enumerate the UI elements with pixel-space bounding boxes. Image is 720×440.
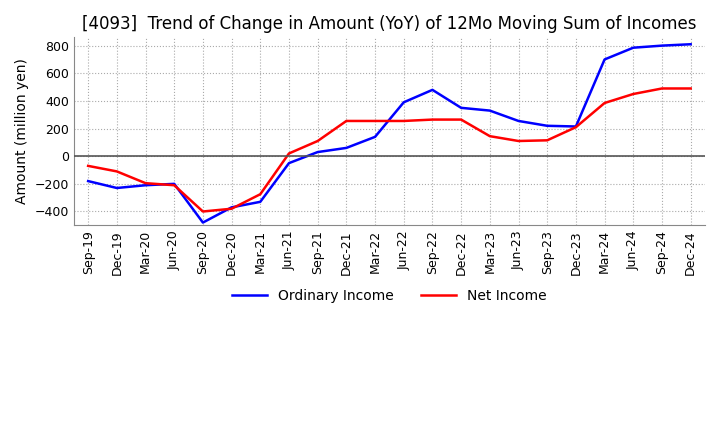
Net Income xyxy=(514,138,523,143)
Net Income xyxy=(371,118,379,124)
Ordinary Income xyxy=(686,42,695,47)
Ordinary Income xyxy=(428,87,437,92)
Ordinary Income xyxy=(228,205,236,210)
Ordinary Income xyxy=(112,185,121,191)
Net Income xyxy=(228,206,236,211)
Ordinary Income xyxy=(657,43,666,48)
Net Income xyxy=(199,209,207,214)
Ordinary Income xyxy=(600,57,609,62)
Ordinary Income xyxy=(342,145,351,150)
Ordinary Income xyxy=(456,105,465,110)
Ordinary Income xyxy=(514,118,523,124)
Net Income xyxy=(84,163,92,169)
Net Income xyxy=(170,183,179,188)
Net Income xyxy=(400,118,408,124)
Line: Net Income: Net Income xyxy=(88,88,690,212)
Legend: Ordinary Income, Net Income: Ordinary Income, Net Income xyxy=(226,283,552,308)
Ordinary Income xyxy=(141,183,150,188)
Net Income xyxy=(256,191,265,197)
Net Income xyxy=(456,117,465,122)
Ordinary Income xyxy=(313,150,322,155)
Net Income xyxy=(428,117,437,122)
Ordinary Income xyxy=(284,161,293,166)
Title: [4093]  Trend of Change in Amount (YoY) of 12Mo Moving Sum of Incomes: [4093] Trend of Change in Amount (YoY) o… xyxy=(82,15,697,33)
Net Income xyxy=(485,133,494,139)
Net Income xyxy=(657,86,666,91)
Net Income xyxy=(629,92,638,97)
Ordinary Income xyxy=(485,108,494,113)
Net Income xyxy=(572,125,580,130)
Y-axis label: Amount (million yen): Amount (million yen) xyxy=(15,59,29,204)
Ordinary Income xyxy=(84,179,92,184)
Ordinary Income xyxy=(170,181,179,187)
Ordinary Income xyxy=(371,134,379,139)
Net Income xyxy=(686,86,695,91)
Net Income xyxy=(284,151,293,156)
Ordinary Income xyxy=(543,123,552,128)
Net Income xyxy=(342,118,351,124)
Net Income xyxy=(141,180,150,186)
Ordinary Income xyxy=(400,99,408,105)
Ordinary Income xyxy=(572,124,580,129)
Line: Ordinary Income: Ordinary Income xyxy=(88,44,690,223)
Ordinary Income xyxy=(199,220,207,225)
Ordinary Income xyxy=(629,45,638,50)
Net Income xyxy=(600,100,609,106)
Net Income xyxy=(543,138,552,143)
Ordinary Income xyxy=(256,199,265,205)
Net Income xyxy=(112,169,121,174)
Net Income xyxy=(313,138,322,143)
